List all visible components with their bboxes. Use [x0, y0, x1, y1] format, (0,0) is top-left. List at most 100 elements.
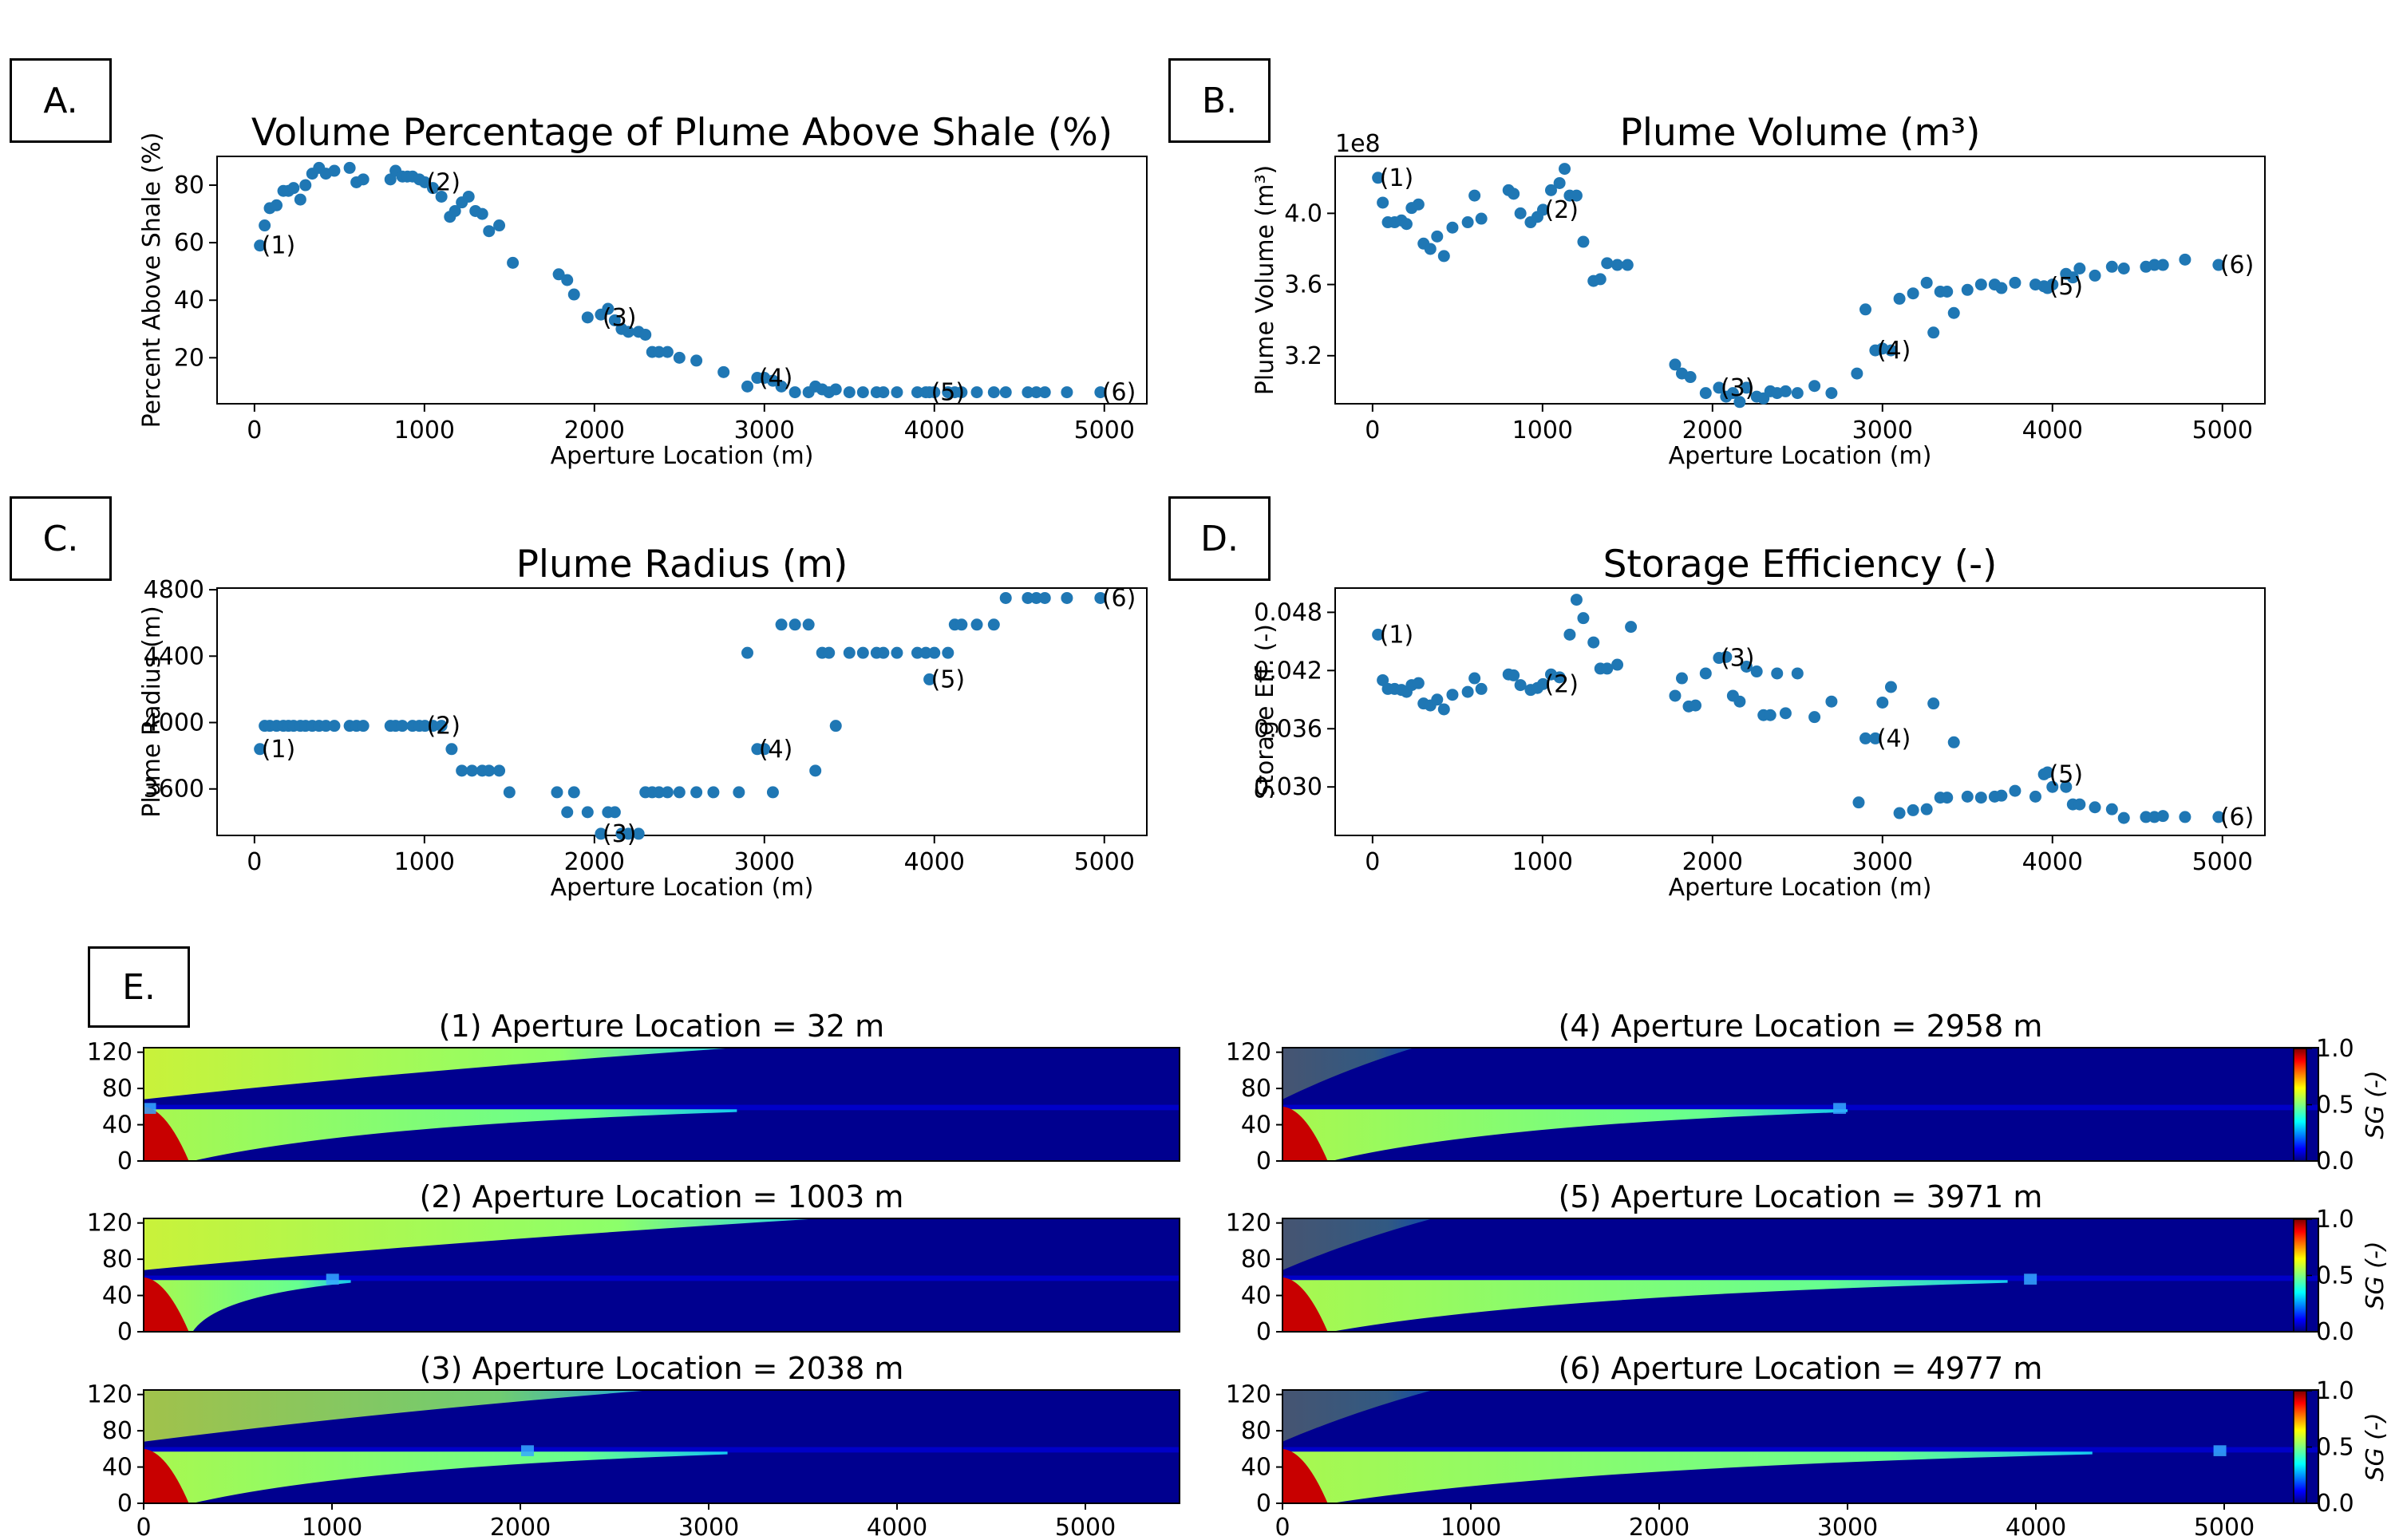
plot-frame-a	[216, 156, 1148, 405]
annotation-b: (6)	[2220, 251, 2255, 279]
data-point-d	[1907, 804, 1919, 816]
data-point-a	[384, 173, 397, 186]
data-point-b	[2105, 260, 2118, 273]
data-point-d	[1475, 682, 1488, 695]
chart-d: 0 1000 2000 3000 4000 5000 0.030 0.036 0.042 0.04…	[1251, 543, 2266, 902]
data-point-c	[426, 720, 439, 732]
heatmap-y-tick-label: 120	[1226, 1039, 1271, 1067]
lower-plume	[1282, 1451, 2093, 1503]
data-point-c	[1094, 591, 1107, 604]
colorbar-tick-label: 0.0	[2316, 1147, 2354, 1175]
data-point-a	[717, 365, 730, 378]
y-axis-label-c: Plume Radius (m)	[138, 606, 166, 817]
data-point-a	[426, 182, 439, 195]
data-point-c	[465, 764, 478, 777]
x-tick-label-b: 4000	[2022, 417, 2083, 444]
data-point-d	[1771, 667, 1784, 680]
data-point-d	[1941, 792, 1954, 804]
data-point-d	[1884, 681, 1897, 693]
data-point-a	[987, 386, 1000, 399]
data-point-c	[632, 827, 645, 840]
data-point-c	[319, 720, 332, 732]
heatmap-x-tick-label: 0	[136, 1514, 151, 1540]
data-point-c	[823, 646, 836, 659]
data-point-a	[435, 190, 448, 203]
data-point-d	[1372, 628, 1385, 641]
data-point-a	[462, 190, 475, 203]
plot-frame-c	[216, 587, 1148, 836]
data-point-b	[1779, 385, 1792, 397]
injection-core	[1282, 1277, 1328, 1332]
data-point-c	[758, 743, 771, 756]
data-point-b	[1699, 387, 1712, 400]
data-point-d	[1927, 697, 1940, 710]
data-point-d	[1514, 679, 1527, 692]
heatmap-y-tick-label: 80	[102, 1246, 132, 1273]
data-point-d	[1961, 790, 1974, 803]
annotation-d: (4)	[1877, 725, 1911, 752]
heatmap-y-tick-label: 0	[117, 1147, 132, 1175]
y-tick-label-b: 3.2	[1284, 342, 1322, 370]
heatmap-5: (5) Aperture Location = 3971 m 0 40 80 120	[1226, 1179, 2319, 1346]
data-point-c	[445, 743, 458, 756]
data-point-b	[1726, 387, 1739, 400]
heatmap-y-tick-label: 0	[117, 1490, 132, 1518]
heatmap-y-tick-label: 0	[1256, 1318, 1271, 1346]
data-point-a	[788, 386, 801, 399]
data-point-c	[567, 786, 580, 799]
data-point-b	[1372, 172, 1385, 184]
chart-title-a: Volume Percentage of Plume Above Shale (…	[251, 111, 1113, 155]
x-tick-label-c: 3000	[734, 848, 795, 876]
x-tick-label-b: 1000	[1512, 417, 1573, 444]
data-point-b	[1947, 306, 1960, 319]
heatmap-3: (3) Aperture Location = 2038 m 0 40 80 120 0 1…	[87, 1351, 1180, 1540]
data-point-a	[661, 346, 674, 358]
data-point-c	[1061, 591, 1073, 604]
y-tick-label-c: 3600	[144, 776, 204, 804]
annotation-d: (6)	[2220, 804, 2255, 831]
aperture-marker	[143, 1103, 156, 1114]
data-point-d	[1570, 594, 1583, 606]
annotation-c: (2)	[426, 713, 460, 740]
data-point-a	[567, 288, 580, 301]
data-point-a	[843, 386, 856, 399]
data-point-b	[1559, 163, 1571, 176]
data-point-d	[1947, 736, 1960, 748]
chart-title-b: Plume Volume (m³)	[1620, 111, 1981, 155]
x-tick-label-a: 1000	[394, 417, 455, 444]
colorbar-tick-label: 0.5	[2316, 1262, 2354, 1290]
data-point-c	[766, 786, 779, 799]
data-point-c	[970, 618, 983, 631]
data-point-b	[1713, 381, 1725, 394]
lower-plume	[1282, 1109, 1848, 1161]
data-point-b	[1536, 203, 1549, 216]
heatmap-4: (4) Aperture Location = 2958 m 0 40 80 120	[1226, 1009, 2319, 1175]
lower-plume	[144, 1451, 728, 1503]
data-point-c	[741, 646, 753, 659]
data-point-d	[2046, 780, 2059, 793]
heatmap-frame	[143, 1389, 1180, 1504]
data-point-d	[1577, 612, 1590, 625]
data-point-d	[2009, 784, 2022, 797]
data-point-b	[1514, 207, 1527, 219]
lower-plume	[144, 1109, 737, 1161]
data-point-d	[1733, 695, 1746, 708]
data-point-b	[2179, 253, 2191, 266]
data-point-b	[1553, 176, 1566, 189]
heatmap-y-tick-label: 120	[87, 1210, 132, 1238]
data-point-b	[1974, 278, 1987, 291]
data-point-c	[919, 646, 932, 659]
y-axis-label-a: Percent Above Shale (%)	[138, 132, 166, 428]
heatmap-frame	[143, 1218, 1180, 1333]
data-point-c	[809, 764, 822, 777]
y-tick-label-a: 40	[174, 286, 204, 314]
panel-label-d: D.	[1168, 496, 1271, 581]
data-point-a	[552, 268, 565, 281]
data-point-c	[987, 618, 1000, 631]
colorbar-tick-label: 1.0	[2316, 1377, 2354, 1405]
chart-a: 0 1000 2000 3000 4000 5000 20 40 60 80 Volume Perc…	[138, 111, 1148, 470]
data-point-c	[456, 764, 468, 777]
data-point-a	[1022, 386, 1034, 399]
data-point-a	[287, 182, 300, 195]
